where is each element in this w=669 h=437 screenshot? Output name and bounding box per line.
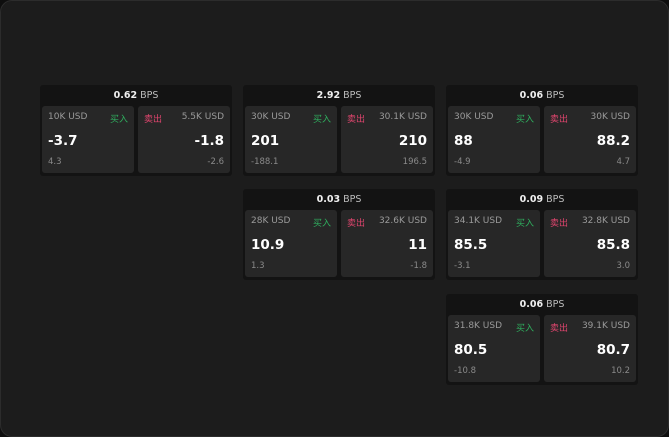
- sell-price: 11: [408, 237, 427, 253]
- buy-change: -10.8: [454, 366, 476, 376]
- sell-size: 5.5K USD: [181, 112, 224, 122]
- spread-unit: BPS: [140, 90, 159, 101]
- buy-price: 201: [251, 133, 280, 149]
- sell-button[interactable]: 卖出 5.5K USD -1.8 -2.6: [138, 106, 230, 173]
- spread-value: 0.62: [113, 90, 138, 101]
- sell-button[interactable]: 卖出 32.8K USD 85.8 3.0: [544, 210, 636, 277]
- sell-label: 卖出: [347, 115, 366, 125]
- buy-price: 88: [454, 133, 473, 149]
- spread-header: 0.62 BPS: [40, 85, 232, 106]
- buy-size: 31.8K USD: [454, 321, 503, 331]
- sell-change: 196.5: [402, 157, 427, 167]
- spread-unit: BPS: [343, 90, 362, 101]
- sell-label: 卖出: [550, 219, 569, 229]
- spread-unit: BPS: [546, 299, 565, 310]
- sell-label: 卖出: [347, 219, 366, 229]
- spread-header: 0.06 BPS: [446, 294, 638, 315]
- buy-price: -3.7: [48, 133, 78, 149]
- sell-price: 88.2: [596, 133, 630, 149]
- buy-label: 买入: [312, 219, 331, 229]
- spread-header: 2.92 BPS: [243, 85, 435, 106]
- buy-size: 10K USD: [48, 112, 88, 122]
- sell-size: 30.1K USD: [378, 112, 427, 122]
- quote-card: 0.62 BPS 10K USD 买入 -3.7 4.3 卖出 5.5K USD -…: [40, 85, 232, 176]
- spread-value: 0.03: [316, 194, 341, 205]
- sell-price: 210: [398, 133, 427, 149]
- spread-value: 2.92: [316, 90, 341, 101]
- buy-label: 买入: [312, 115, 331, 125]
- sell-size: 39.1K USD: [581, 321, 630, 331]
- spread-unit: BPS: [546, 194, 565, 205]
- buy-label: 买入: [109, 115, 128, 125]
- quote-card: 0.09 BPS 34.1K USD 买入 85.5 -3.1 卖出 32.8K U…: [446, 189, 638, 280]
- buy-size: 28K USD: [251, 216, 291, 226]
- sell-label: 卖出: [550, 115, 569, 125]
- sell-size: 32.8K USD: [581, 216, 630, 226]
- buy-button[interactable]: 31.8K USD 买入 80.5 -10.8: [448, 315, 540, 382]
- buy-button[interactable]: 10K USD 买入 -3.7 4.3: [42, 106, 134, 173]
- buy-change: -188.1: [251, 157, 279, 167]
- buy-button[interactable]: 28K USD 买入 10.9 1.3: [245, 210, 337, 277]
- quote-card: 0.06 BPS 31.8K USD 买入 80.5 -10.8 卖出 39.1K …: [446, 294, 638, 385]
- sell-button[interactable]: 卖出 39.1K USD 80.7 10.2: [544, 315, 636, 382]
- sell-label: 卖出: [550, 324, 569, 334]
- sell-price: 85.8: [596, 237, 630, 253]
- quote-card: 0.03 BPS 28K USD 买入 10.9 1.3 卖出 32.6K USD …: [243, 189, 435, 280]
- spread-unit: BPS: [546, 90, 565, 101]
- sell-change: 3.0: [616, 261, 630, 271]
- buy-change: 1.3: [251, 261, 265, 271]
- sell-change: -2.6: [207, 157, 224, 167]
- quote-card: 2.92 BPS 30K USD 买入 201 -188.1 卖出 30.1K US…: [243, 85, 435, 176]
- sell-price: -1.8: [194, 133, 224, 149]
- buy-button[interactable]: 30K USD 买入 88 -4.9: [448, 106, 540, 173]
- sell-price: 80.7: [596, 342, 630, 358]
- spread-value: 0.06: [519, 90, 544, 101]
- buy-label: 买入: [515, 115, 534, 125]
- spread-header: 0.06 BPS: [446, 85, 638, 106]
- buy-change: 4.3: [48, 157, 62, 167]
- sell-size: 32.6K USD: [378, 216, 427, 226]
- spread-unit: BPS: [343, 194, 362, 205]
- quote-card: 0.06 BPS 30K USD 买入 88 -4.9 卖出 30K USD 88.…: [446, 85, 638, 176]
- spread-header: 0.09 BPS: [446, 189, 638, 210]
- buy-button[interactable]: 30K USD 买入 201 -188.1: [245, 106, 337, 173]
- sell-change: -1.8: [410, 261, 427, 271]
- buy-price: 80.5: [454, 342, 488, 358]
- sell-button[interactable]: 卖出 30K USD 88.2 4.7: [544, 106, 636, 173]
- buy-label: 买入: [515, 219, 534, 229]
- spread-value: 0.09: [519, 194, 544, 205]
- sell-label: 卖出: [144, 115, 163, 125]
- sell-button[interactable]: 卖出 30.1K USD 210 196.5: [341, 106, 433, 173]
- spread-header: 0.03 BPS: [243, 189, 435, 210]
- sell-change: 10.2: [611, 366, 630, 376]
- buy-size: 30K USD: [251, 112, 291, 122]
- spread-value: 0.06: [519, 299, 544, 310]
- buy-size: 34.1K USD: [454, 216, 503, 226]
- buy-change: -4.9: [454, 157, 471, 167]
- sell-size: 30K USD: [590, 112, 630, 122]
- buy-price: 10.9: [251, 237, 285, 253]
- buy-button[interactable]: 34.1K USD 买入 85.5 -3.1: [448, 210, 540, 277]
- buy-label: 买入: [515, 324, 534, 334]
- buy-size: 30K USD: [454, 112, 494, 122]
- buy-price: 85.5: [454, 237, 488, 253]
- buy-change: -3.1: [454, 261, 471, 271]
- sell-change: 4.7: [616, 157, 630, 167]
- sell-button[interactable]: 卖出 32.6K USD 11 -1.8: [341, 210, 433, 277]
